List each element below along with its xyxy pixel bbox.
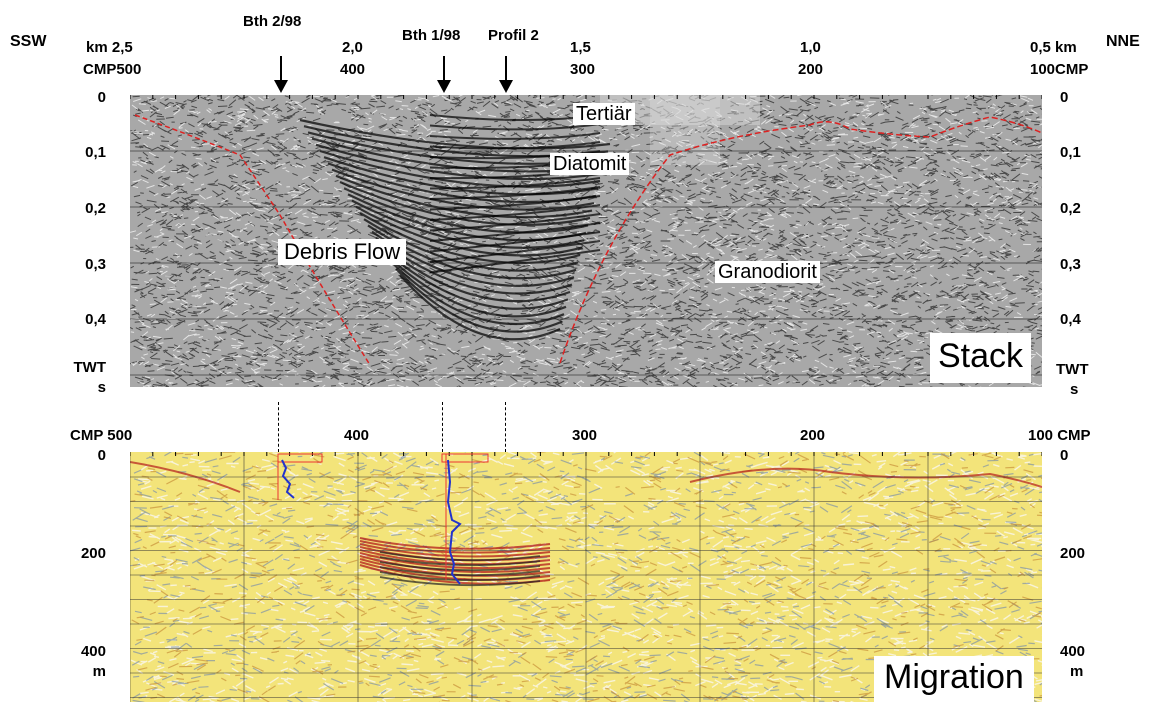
cmp-tick-1: 400 [340,61,366,78]
stack-right-unit-bottom: s [1070,381,1079,398]
cmp-tick-2: 300 [570,61,596,78]
marker-profil2-label: Profil 2 [488,27,539,44]
mig-left-tick-0: 0 [97,447,106,464]
mig-cmp-tick-3: 200 [800,427,826,444]
cmp-tick-4: 100CMP [1030,61,1089,78]
mig-right-tick-0: 0 [1060,447,1069,464]
connector-bth2 [278,402,279,452]
mig-cmp-tick-0: CMP 500 [70,427,133,444]
mig-left-unit: m [92,663,106,680]
km-tick-3: 1,0 [800,39,821,56]
label-debris-flow: Debris Flow [278,239,407,265]
stack-right-tick-2: 0,2 [1060,200,1081,217]
km-tick-4: 0,5 km [1030,39,1077,56]
mig-right-unit: m [1070,663,1084,680]
label-granodiorit: Granodiorit [715,261,820,283]
migration-title: Migration [874,656,1034,702]
nne-label: NNE [1106,33,1140,50]
stack-right-unit-top: TWT [1056,361,1089,378]
cmp-tick-0: CMP500 [83,61,142,78]
km-tick-2: 1,5 [570,39,591,56]
stack-section: Tertiär Diatomit Debris Flow Granodiorit… [130,95,1042,387]
label-diatomit: Diatomit [550,153,630,175]
marker-arrows [274,56,513,93]
stack-left-tick-2: 0,2 [85,200,106,217]
stack-left-tick-4: 0,4 [85,311,106,328]
label-tertiar: Tertiär [573,103,635,125]
stack-left-tick-0: 0 [97,89,106,106]
marker-bth2-label: Bth 2/98 [243,13,302,30]
mig-left-tick-1: 200 [80,545,106,562]
migration-seismic [130,452,1042,702]
stack-left-unit-bottom: s [97,379,106,396]
connector-profil2 [505,402,506,452]
stack-left-unit-top: TWT [73,359,106,376]
mig-cmp-tick-2: 300 [572,427,598,444]
mig-left-tick-2: 400 [80,643,106,660]
stack-seismic [130,95,1042,387]
ssw-label: SSW [10,33,47,50]
mig-cmp-tick-4: 100 CMP [1028,427,1091,444]
stack-right-tick-3: 0,3 [1060,256,1081,273]
stack-title: Stack [930,333,1032,383]
stack-right-tick-0: 0 [1060,89,1069,106]
stack-left-tick-1: 0,1 [85,144,106,161]
km-tick-0: km 2,5 [86,39,133,56]
cmp-tick-3: 200 [798,61,824,78]
stack-right-tick-4: 0,4 [1060,311,1081,328]
marker-bth1-label: Bth 1/98 [402,27,461,44]
km-tick-1: 2,0 [342,39,363,56]
connector-bth1 [442,402,443,452]
mig-cmp-tick-1: 400 [344,427,370,444]
migration-section: Migration [130,452,1042,702]
mig-right-tick-1: 200 [1060,545,1086,562]
mig-right-tick-2: 400 [1060,643,1086,660]
stack-left-tick-3: 0,3 [85,256,106,273]
stack-right-tick-1: 0,1 [1060,144,1081,161]
